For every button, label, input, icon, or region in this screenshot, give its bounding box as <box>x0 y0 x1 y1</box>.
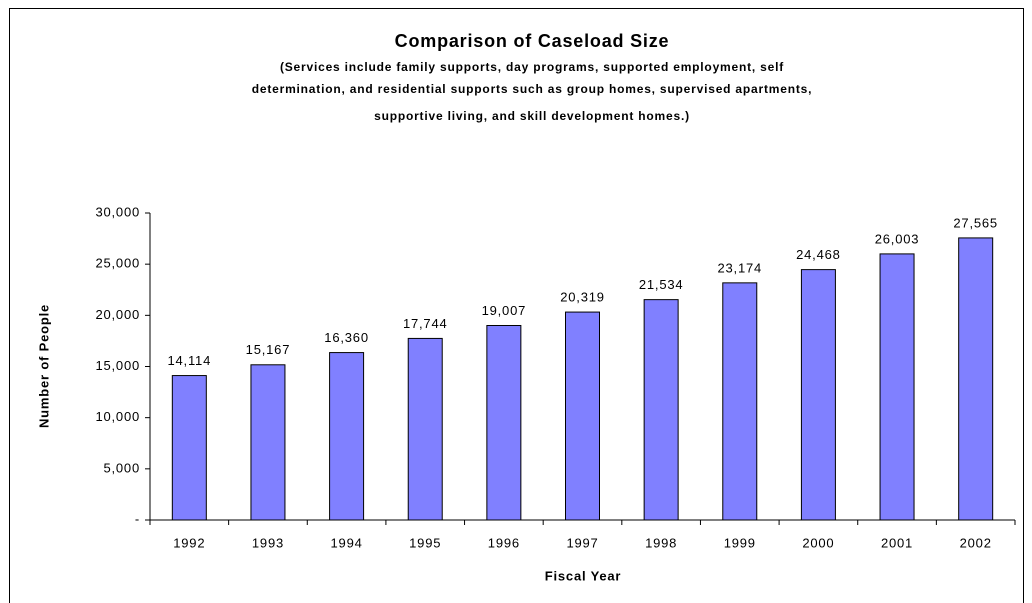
y-tick-label: 30,000 <box>95 204 140 219</box>
y-tick-label: 15,000 <box>95 358 140 373</box>
y-axis-label: Number of People <box>36 304 51 428</box>
data-label: 17,744 <box>403 316 448 331</box>
x-tick-label: 1996 <box>488 535 520 550</box>
y-tick-label: 5,000 <box>103 460 140 475</box>
x-tick-label: 1993 <box>252 535 284 550</box>
data-label: 15,167 <box>246 342 291 357</box>
chart-subtitle: supportive living, and skill development… <box>374 109 690 123</box>
data-label: 19,007 <box>482 303 527 318</box>
bar <box>486 324 522 521</box>
data-label: 26,003 <box>875 231 920 246</box>
bar <box>722 282 758 521</box>
bar <box>250 364 286 521</box>
data-label: 16,360 <box>324 330 369 345</box>
x-tick-label: 1999 <box>724 535 756 550</box>
y-tick-label: 10,000 <box>95 409 140 424</box>
data-label: 14,114 <box>168 353 212 368</box>
chart-title: Comparison of Caseload Size <box>395 31 670 51</box>
y-tick-label: 25,000 <box>95 256 140 271</box>
x-tick-label: 1997 <box>566 535 598 550</box>
data-label: 24,468 <box>796 247 841 262</box>
bar <box>329 352 365 521</box>
y-tick-label: - <box>135 511 140 526</box>
x-tick-label: 2000 <box>802 535 834 550</box>
bar <box>958 237 994 521</box>
data-label: 27,565 <box>953 215 998 230</box>
x-tick-label: 1992 <box>173 535 205 550</box>
chart-frame <box>9 8 1024 603</box>
x-tick-label: 2001 <box>881 535 913 550</box>
bar <box>879 253 915 521</box>
bar <box>565 311 600 521</box>
chart-subtitle: determination, and residential supports … <box>252 82 813 96</box>
chart-subtitle: (Services include family supports, day p… <box>280 60 784 74</box>
data-label: 20,319 <box>560 290 605 305</box>
x-tick-label: 1994 <box>331 535 363 550</box>
y-tick-label: 20,000 <box>95 307 140 322</box>
x-tick-label: 1998 <box>645 535 677 550</box>
data-label: 21,534 <box>639 277 684 292</box>
bar <box>800 269 836 521</box>
x-tick-label: 2002 <box>960 535 992 550</box>
bar <box>407 337 443 521</box>
bar <box>643 299 679 521</box>
x-axis-label: Fiscal Year <box>545 568 622 583</box>
data-label: 23,174 <box>717 260 762 275</box>
x-tick-label: 1995 <box>409 535 441 550</box>
bar <box>171 375 207 521</box>
